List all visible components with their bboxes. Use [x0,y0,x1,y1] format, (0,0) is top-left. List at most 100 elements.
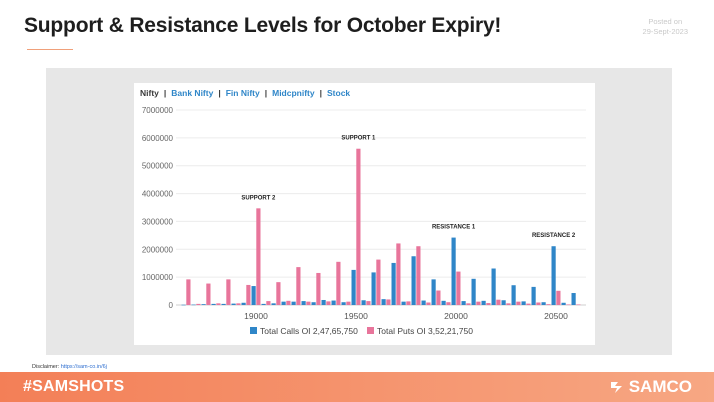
calls-oi-bar [281,301,286,305]
chart-card: Nifty | Bank Nifty | Fin Nifty | Midcpnifty | St… [134,83,595,345]
tab-stock[interactable]: Stock [327,88,351,98]
puts-oi-bar [526,303,531,305]
calls-oi-bar [181,304,186,306]
calls-oi-bar [381,299,386,305]
calls-oi-bar [501,300,506,305]
puts-oi-bar [406,301,411,305]
brand-name: SAMCO [628,377,692,396]
calls-oi-bar [291,301,296,305]
level-annotation: RESISTANCE 1 [432,225,476,231]
puts-oi-bar [286,300,291,305]
posted-label: Posted on [648,17,683,26]
oi-bar-chart: 0 1000000 2000000 3000000 4000000 5000000 6000… [142,106,586,336]
posted-stamp: Posted on 29-Sept-2023 [643,17,688,37]
calls-oi-bar [331,300,336,305]
puts-oi-bar [206,283,211,305]
puts-oi-bar [426,302,431,305]
calls-oi-bar [301,301,306,305]
calls-oi-bar [441,300,446,305]
puts-oi-bar [476,301,481,305]
puts-oi-bar [246,284,251,305]
calls-oi-bar [521,301,526,305]
tab-fin-nifty[interactable]: Fin Nifty [225,88,260,98]
tab-separator: | [163,88,167,98]
puts-oi-bar [536,302,541,305]
puts-oi-bar [486,303,491,305]
calls-oi-bar [481,300,486,305]
calls-oi-bar [251,286,256,305]
calls-oi-bar [541,302,546,305]
calls-oi-bar [351,269,356,305]
legend-puts-swatch [367,327,374,334]
puts-oi-bar [296,267,301,305]
y-tick-label: 0 [169,301,174,310]
puts-oi-bar [346,301,351,305]
samco-logo-icon [610,382,622,393]
y-tick-label: 4000000 [142,190,174,199]
y-tick-label: 5000000 [142,162,174,171]
puts-oi-bar [516,301,521,305]
calls-oi-bar [491,268,496,305]
calls-oi-bar [471,278,476,305]
brand-logo: SAMCO [609,377,692,397]
puts-oi-bar [256,208,261,305]
calls-oi-bar [361,300,366,305]
y-tick-label: 3000000 [142,217,174,226]
calls-oi-bar [191,304,196,306]
puts-oi-bar [386,299,391,305]
x-tick-label: 19500 [344,311,368,321]
puts-oi-bar [236,303,241,305]
puts-oi-bar [396,243,401,305]
legend-calls-label: Total Calls OI 2,47,65,750 [260,326,358,336]
puts-oi-bar [316,272,321,305]
tab-bank-nifty[interactable]: Bank Nifty [171,88,214,98]
y-tick-label: 1000000 [142,273,174,282]
calls-oi-bar [241,302,246,305]
level-annotation: SUPPORT 1 [341,136,376,142]
calls-oi-bar [551,246,556,305]
puts-oi-bar [276,282,281,305]
calls-oi-bar [321,299,326,305]
calls-oi-bar [271,303,276,305]
calls-oi-bar [451,237,456,305]
calls-oi-bar [311,302,316,305]
page-title: Support & Resistance Levels for October … [24,14,502,37]
puts-oi-bar [306,301,311,305]
disclaimer-link[interactable]: https://sam-co.in/6j [60,364,107,370]
puts-oi-bar [266,301,271,305]
puts-oi-bar [416,246,421,305]
level-annotation: SUPPORT 2 [241,195,276,201]
calls-oi-bar [341,302,346,305]
puts-oi-bar [576,304,581,306]
calls-oi-bar [461,301,466,305]
calls-oi-bar [371,272,376,305]
calls-oi-bar [561,302,566,305]
calls-oi-bar [211,303,216,305]
puts-oi-bar [546,304,551,305]
tab-nifty[interactable]: Nifty [140,88,159,98]
puts-oi-bar [556,290,561,305]
puts-oi-bar [196,303,201,305]
puts-oi-bar [366,301,371,305]
calls-oi-bar [431,279,436,305]
calls-oi-bar [531,286,536,305]
calls-oi-bar [421,300,426,305]
puts-oi-bar [326,301,331,305]
calls-oi-bar [261,303,266,305]
level-annotation: RESISTANCE 2 [532,233,576,239]
calls-oi-bar [401,301,406,305]
calls-oi-bar [221,303,226,305]
puts-oi-bar [216,303,221,305]
puts-oi-bar [356,148,361,305]
tab-separator: | [264,88,268,98]
tab-midcpnifty[interactable]: Midcpnifty [272,88,315,98]
x-tick-label: 20000 [444,311,468,321]
calls-oi-bar [511,285,516,305]
tab-separator: | [218,88,221,98]
puts-oi-bar [376,259,381,305]
legend-calls-swatch [250,327,257,334]
y-tick-label: 6000000 [142,134,174,143]
puts-oi-bar [336,261,341,305]
calls-oi-bar [201,304,206,305]
hashtag: #SAMSHOTS [23,378,125,395]
